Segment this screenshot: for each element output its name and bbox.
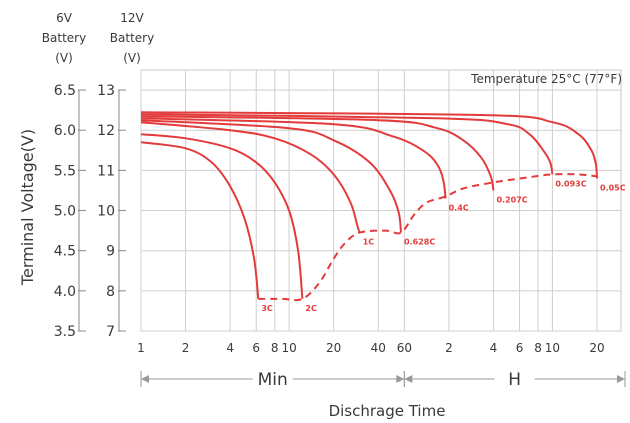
series-line-0.207C bbox=[140, 115, 495, 191]
y-header-6v-line-3: (V) bbox=[55, 51, 73, 65]
x-tick-label: 2 bbox=[445, 341, 453, 355]
series-label-3C: 3C bbox=[261, 304, 273, 313]
grid-lines bbox=[140, 69, 622, 332]
x-tick-label: 8 bbox=[271, 341, 279, 355]
y-tick-label-6v: 3.5 bbox=[54, 324, 76, 340]
x-range-arrowhead bbox=[404, 375, 413, 383]
y-tick-label-6v: 6.0 bbox=[54, 123, 76, 139]
y-tick-label-12v: 11 bbox=[97, 163, 115, 179]
y-header-6v-line-2: Battery bbox=[42, 31, 86, 45]
x-tick-label: 20 bbox=[589, 341, 604, 355]
y-tick-label-6v: 6.5 bbox=[54, 83, 76, 99]
y-header-6v: 6V Battery (V) bbox=[42, 11, 86, 65]
x-tick-label: 10 bbox=[545, 341, 560, 355]
x-range-arrowhead bbox=[396, 375, 405, 383]
y-tick-label-6v: 4.5 bbox=[54, 244, 76, 260]
y-tick-label-12v: 9 bbox=[106, 244, 115, 260]
x-range-arrowhead bbox=[617, 375, 625, 383]
y-tick-label-6v: 5.5 bbox=[54, 163, 76, 179]
y-header-12v-line-3: (V) bbox=[123, 51, 141, 65]
series-label-0.207C: 0.207C bbox=[496, 195, 527, 204]
series-curves: 3C 2C 1C 0.628C 0.4C 0.207C 0.093C 0.05C bbox=[140, 111, 626, 313]
series-label-0.4C: 0.4C bbox=[449, 203, 469, 212]
y-header-12v-line-1: 12V bbox=[120, 11, 144, 25]
x-tick-label: 6 bbox=[516, 341, 524, 355]
x-axis-label: Dischrage Time bbox=[329, 402, 446, 420]
x-range-label: H bbox=[508, 370, 521, 390]
series-label-0.628C: 0.628C bbox=[404, 238, 435, 247]
y-header-12v-line-2: Battery bbox=[110, 31, 154, 45]
x-tick-label: 8 bbox=[534, 341, 542, 355]
x-tick-label: 2 bbox=[182, 341, 190, 355]
x-tick-label: 6 bbox=[252, 341, 260, 355]
temperature-annotation: Temperature 25°C (77°F) bbox=[470, 72, 622, 86]
x-tick-label: 10 bbox=[281, 341, 296, 355]
x-tick-label: 1 bbox=[137, 341, 145, 355]
series-label-2C: 2C bbox=[305, 304, 317, 313]
y-tick-label-12v: 7 bbox=[106, 324, 115, 340]
series-line-0.093C bbox=[140, 113, 554, 175]
x-tick-label: 4 bbox=[490, 341, 498, 355]
series-line-3C bbox=[140, 141, 260, 300]
axes: 1 2 4 6 8 10 20 40 60 2 4 6 8 10 20136.5126.0115.5105.… bbox=[54, 83, 626, 390]
x-range-label: Min bbox=[258, 370, 288, 390]
y-tick-label-12v: 13 bbox=[97, 83, 115, 99]
y-tick-label-12v: 8 bbox=[106, 284, 115, 300]
y-header-6v-line-1: 6V bbox=[56, 11, 73, 25]
x-tick-label: 4 bbox=[226, 341, 234, 355]
series-label-0.05C: 0.05C bbox=[600, 183, 626, 192]
x-range-arrowhead bbox=[141, 375, 149, 383]
plot-frame bbox=[140, 69, 622, 332]
y-axis-label: Terminal Voltage(V) bbox=[18, 129, 37, 286]
series-label-1C: 1C bbox=[363, 238, 375, 247]
series-line-1C bbox=[140, 121, 361, 233]
y-tick-label-12v: 10 bbox=[97, 204, 115, 220]
y-tick-label-6v: 5.0 bbox=[54, 204, 76, 220]
x-tick-label: 60 bbox=[397, 341, 412, 355]
y-header-12v: 12V Battery (V) bbox=[110, 11, 154, 65]
x-tick-label: 40 bbox=[371, 341, 386, 355]
series-line-0.05C bbox=[140, 111, 598, 179]
x-tick-label: 20 bbox=[326, 341, 341, 355]
y-tick-label-6v: 4.0 bbox=[54, 284, 76, 300]
series-line-2C bbox=[140, 133, 304, 299]
cutoff-voltage-line bbox=[258, 173, 598, 302]
series-line-0.4C bbox=[140, 117, 447, 199]
series-line-0.628C bbox=[140, 119, 402, 233]
y-tick-label-12v: 12 bbox=[97, 123, 115, 139]
series-label-0.093C: 0.093C bbox=[555, 179, 586, 188]
